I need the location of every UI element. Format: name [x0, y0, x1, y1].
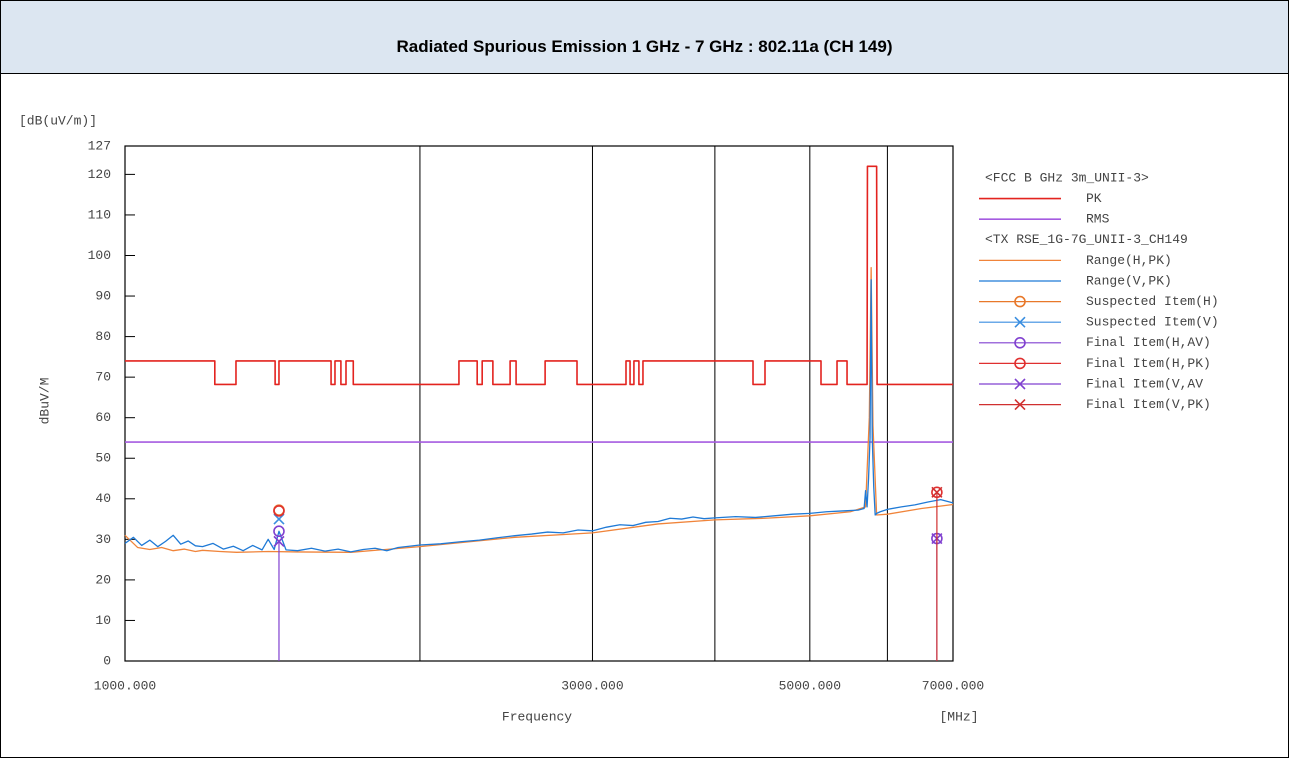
chart-title: Radiated Spurious Emission 1 GHz - 7 GHz…: [1, 1, 1288, 74]
legend-label: Final Item(V,AV: [1086, 376, 1203, 391]
legend-label: RMS: [1086, 212, 1110, 227]
legend-label: Range(V,PK): [1086, 273, 1172, 288]
marker: [273, 513, 285, 525]
y-tick-label: 50: [95, 451, 111, 466]
y-tick-label: 110: [88, 207, 111, 222]
x-axis-label: Frequency: [502, 709, 572, 724]
series-line: [124, 279, 954, 553]
legend-label: Final Item(V,PK): [1086, 397, 1211, 412]
y-tick-label: 0: [103, 653, 111, 668]
y-tick-label: 100: [88, 248, 111, 263]
legend-marker: [1014, 295, 1026, 308]
legend-label: PK: [1086, 191, 1102, 206]
y-tick-label: 40: [95, 491, 111, 506]
marker: [273, 505, 285, 517]
plot-area: [124, 145, 954, 662]
legend-header: <TX RSE_1G-7G_UNII-3_CH149: [985, 232, 1188, 247]
x-tick-label: 7000.000: [922, 678, 984, 693]
legend-marker: [1014, 336, 1026, 349]
y-tick-label: 60: [95, 410, 111, 425]
legend-label: Suspected Item(H): [1086, 294, 1219, 309]
marker: [931, 486, 943, 498]
legend-marker: [1014, 378, 1026, 390]
x-unit: [MHz]: [939, 709, 978, 724]
legend-header: <FCC B GHz 3m_UNII-3>: [985, 170, 1149, 185]
marker: [273, 525, 285, 538]
y-tick-label: 90: [95, 288, 111, 303]
marker: [273, 535, 285, 547]
legend-label: Final Item(H,PK): [1086, 356, 1211, 371]
legend-marker: [1014, 316, 1026, 328]
y-tick-label: 80: [95, 329, 111, 344]
y-tick-label: 20: [95, 572, 111, 587]
y-unit: [dB(uV/m)]: [19, 113, 97, 128]
y-tick-label: 127: [88, 138, 111, 153]
x-tick-label: 5000.000: [779, 678, 841, 693]
x-tick-label: 1000.000: [94, 678, 156, 693]
legend-label: Suspected Item(V): [1086, 315, 1219, 330]
y-tick-label: 30: [95, 532, 111, 547]
legend-marker: [1014, 399, 1026, 411]
legend-marker: [1014, 357, 1026, 370]
series-line: [125, 165, 953, 386]
y-tick-label: 70: [95, 370, 111, 385]
chart: [dB(uV/m)] dBuV/M Frequency [MHz] 1000.0…: [19, 113, 1219, 724]
legend-label: Final Item(H,AV): [1086, 335, 1211, 350]
y-tick-label: 10: [95, 613, 111, 628]
x-tick-label: 3000.000: [561, 678, 623, 693]
legend-label: Range(H,PK): [1086, 253, 1172, 268]
y-tick-label: 120: [88, 167, 111, 182]
y-axis-label: dBuV/M: [37, 378, 52, 425]
